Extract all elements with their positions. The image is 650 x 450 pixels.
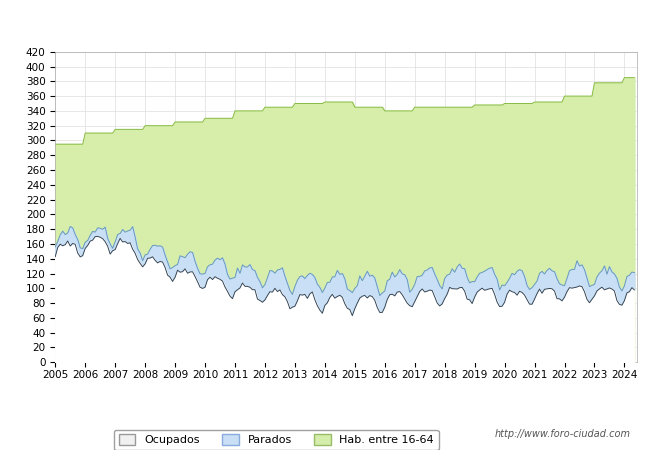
Text: Alfara de la Baronia - Evolucion de la poblacion en edad de Trabajar Mayo de 202: Alfara de la Baronia - Evolucion de la p… xyxy=(66,17,584,30)
Legend: Ocupados, Parados, Hab. entre 16-64: Ocupados, Parados, Hab. entre 16-64 xyxy=(114,429,439,450)
Text: http://www.foro-ciudad.com: http://www.foro-ciudad.com xyxy=(495,429,630,439)
